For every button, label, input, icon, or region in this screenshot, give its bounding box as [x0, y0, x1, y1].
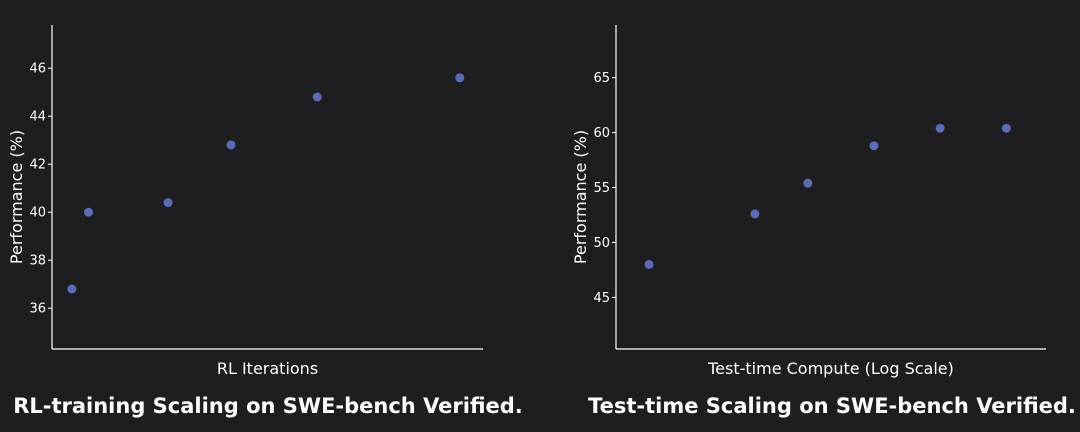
- x-axis-label: Test-time Compute (Log Scale): [707, 359, 954, 378]
- chart-panel-1: 36 38 40 42 44 46 Performance (%) RL Iterations…: [7, 25, 523, 418]
- data-point: [226, 140, 236, 150]
- y-tick-label: 60: [593, 126, 610, 141]
- data-point: [455, 73, 465, 83]
- y-tick-label: 40: [29, 206, 46, 221]
- data-point: [644, 259, 654, 269]
- data-point: [935, 123, 945, 133]
- y-tick-label: 55: [593, 181, 610, 196]
- y-tick-label: 50: [593, 236, 610, 251]
- data-point: [67, 284, 77, 294]
- y-tick-label: 36: [29, 302, 46, 317]
- data-point: [1001, 123, 1011, 133]
- data-point: [869, 141, 879, 151]
- y-tick-label: 42: [29, 158, 46, 173]
- data-point: [163, 198, 173, 208]
- chart-caption: Test-time Scaling on SWE-bench Verified.: [588, 394, 1076, 418]
- x-axis-label: RL Iterations: [217, 359, 318, 378]
- y-tick-label: 45: [593, 291, 610, 306]
- y-axis-label: Performance (%): [7, 130, 26, 264]
- data-point: [750, 209, 760, 219]
- data-point: [312, 92, 322, 102]
- chart-panel-2: 45 50 55 60 65 Performance (%) Test-time Compu…: [571, 25, 1076, 418]
- y-tick-label: 44: [29, 110, 46, 125]
- data-point: [803, 178, 813, 188]
- y-tick-label: 38: [29, 254, 46, 269]
- y-axis-label: Performance (%): [571, 130, 590, 264]
- y-tick-label: 46: [29, 62, 46, 77]
- data-point: [83, 207, 93, 217]
- y-tick-label: 65: [593, 71, 610, 86]
- chart-caption: RL-training Scaling on SWE-bench Verifie…: [13, 394, 523, 418]
